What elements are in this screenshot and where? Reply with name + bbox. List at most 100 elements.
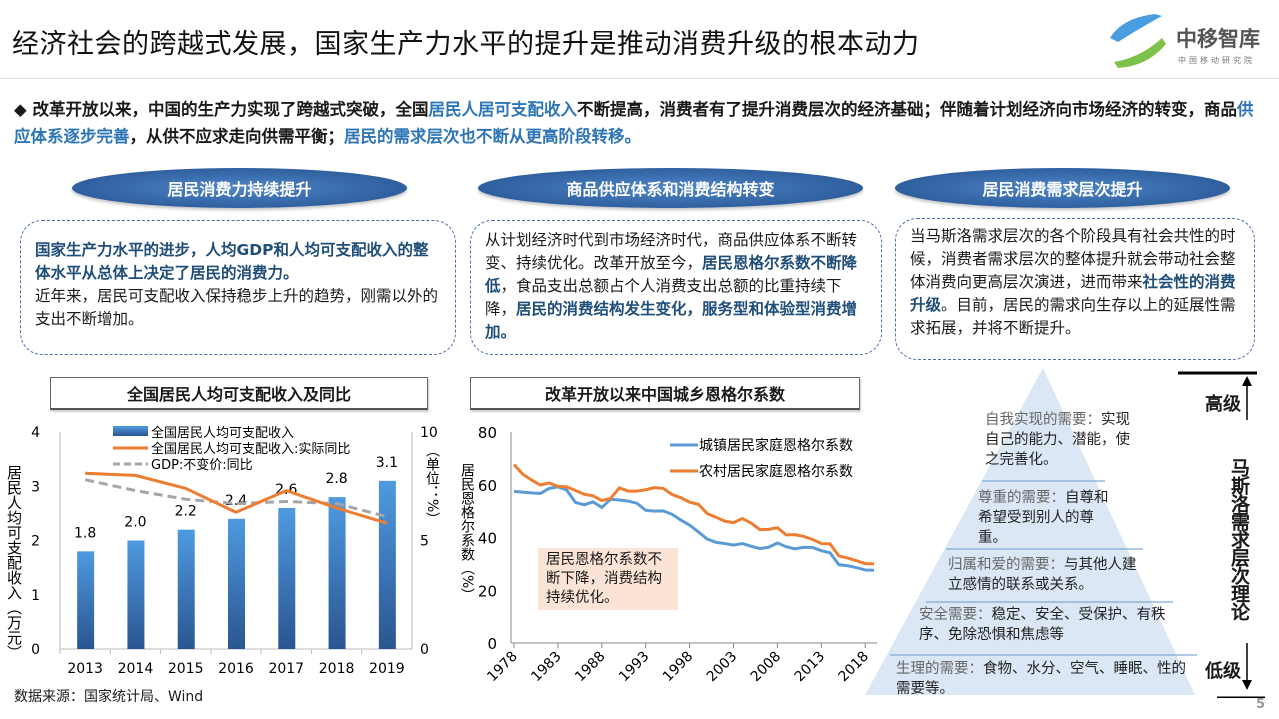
chart-title-engel: 改革开放以来中国城乡恩格尔系数 [470,377,860,410]
series-line [84,478,388,519]
x-tick-label: 2014 [118,661,154,677]
level-name: 归属和爱的需要： [948,557,1064,573]
page-title: 经济社会的跨越式发展，国家生产力水平的提升是推动消费升级的根本动力 [12,29,920,60]
legend-label: 农村居民家庭恩格尔系数 [699,463,853,480]
x-tick-label: 2008 [748,649,785,686]
level-desc: 稳定、安全、受保护、有秩序、免除恐惧和焦虑等 [919,607,1166,643]
y-axis-label: 居民恩格尔系数（%） [459,463,475,602]
section-heading-demand-level: 居民消费需求层次提升 [895,168,1230,208]
legend-label: 全国居民人均可支配收入 [151,425,294,441]
x-tick-label: 1993 [616,649,653,686]
level-name: 生理的需要： [896,661,983,677]
bullet-text: 不断提高，消费者有了提升消费层次的经济基础；伴随着计划经济向市场经济的转变，商品 [576,100,1237,119]
section-heading-consumption-power: 居民消费力持续提升 [72,168,407,208]
x-tick-label: 1988 [572,649,609,686]
data-source: 数据来源：国家统计局、Wind [14,689,204,705]
y2-tick-label: 0 [420,642,429,658]
x-tick-label: 2019 [369,661,405,677]
bar [228,518,245,649]
series-line [512,463,875,566]
x-tick-label: 1998 [660,649,697,686]
pyramid-level-esteem: 尊重的需要：自尊和希望受到别人的尊重。 [978,488,1113,548]
text: ，食品支出总额占个人消费支出总额的比重持续下降， [485,277,842,318]
section-text-supply-structure: 从计划经济时代到市场经济时代，商品供应体系不断转变、持续优化。改革开放至今，居民… [470,220,882,355]
level-desc: 与其他人建立感情的联系或关系。 [948,557,1137,593]
x-tick-label: 2013 [67,661,103,677]
summary-bullet: ◆ 改革开放以来，中国的生产力实现了跨越式突破，全国居民人居可支配收入不断提高，… [14,96,1264,150]
y-tick-label: 80 [478,424,497,442]
title-divider [0,78,1279,79]
bold-text: 居民恩格尔系数不断降低 [485,254,858,295]
y-tick-label: 0 [31,642,40,658]
y2-axis-label: （单位：%） [424,443,440,526]
bullet-text: 改革开放以来，中国的生产力实现了跨越式突破，全国 [32,100,429,119]
diamond-icon: ◆ [14,100,33,119]
y-tick-label: 3 [31,479,40,495]
y-tick-label: 60 [478,477,497,495]
x-tick-label: 2018 [319,661,355,677]
logo: 中移智库 中国移动研究院 [1100,8,1270,72]
engel-annotation: 居民恩格尔系数不断下降，消费结构持续优化。 [538,548,678,610]
series-line [513,485,875,572]
legend-label: 全国居民人均可支配收入:实际同比 [151,441,350,457]
bar [127,540,145,649]
pyramid-level-physiological: 生理的需要：食物、水分、空气、睡眠、性的需要等。 [896,659,1186,699]
x-tick-label: 2013 [792,649,829,686]
bar [378,480,396,649]
bar-data-label: 2.8 [325,471,347,487]
page-number: 5 [1256,697,1266,712]
section-text-consumption-power: 国家生产力水平的进步，人均GDP和人均可支配收入的整体水平从总体上决定了居民的消… [20,220,456,355]
bold-text: 国家生产力水平的进步，人均GDP和人均可支配收入的整体水平从总体上决定了居民的消… [35,241,429,282]
text: 近年来，居民可支配收入保持稳步上升的趋势，刚需以外的支出不断增加。 [35,287,439,328]
section-text-demand-level: 当马斯洛需求层次的各个阶段具有社会共性的时候，消费者需求层次的整体提升就会带动社… [895,218,1255,360]
bar-data-label: 2.2 [175,504,197,520]
bar-data-label: 2.0 [124,515,146,531]
bar-data-label: 3.1 [376,455,398,471]
level-name: 安全需要： [919,607,992,623]
logo-subtitle: 中国移动研究院 [1178,55,1255,65]
y-tick-label: 4 [31,425,40,441]
level-desc: 食物、水分、空气、睡眠、性的需要等。 [896,661,1186,697]
bar [278,507,296,649]
level-desc: 自尊和希望受到别人的尊重。 [978,490,1109,546]
bullet-text: ，从供不应求走向供需平衡； [129,127,345,146]
income-chart: 0 1 2 3 4 0 5 10 居民人均可支配收入（万元） （单位：%） 1.8 2013 2.0 20… [5,425,440,677]
bold-text: 社会性的消费升级 [910,273,1236,314]
y-axis-label: 居民人均可支配收入（万元） [5,465,23,660]
logo-mark-icon: 中移智库 中国移动研究院 [1110,14,1260,68]
series-line [85,471,388,525]
level-desc: 实现自己的能力、潜能，使之完善化。 [985,412,1130,468]
bullet-highlight: 居民人居可支配收入 [428,100,577,119]
level-arrows [1178,371,1265,698]
bar-data-label: 1.8 [74,525,96,541]
x-tick-label: 2016 [218,661,254,677]
chart-title-income: 全国居民人均可支配收入及同比 [50,377,428,410]
pyramid-level-belonging: 归属和爱的需要：与其他人建立感情的联系或关系。 [948,555,1148,595]
pyramid-level-self-actualization: 自我实现的需要：实现自己的能力、潜能，使之完善化。 [985,410,1135,470]
text: 。目前，居民的需求向生存以上的延展性需求拓展，并将不断提升。 [910,296,1236,337]
x-tick-label: 1978 [484,649,521,686]
bullet-highlight: 居民的需求层次也不断从更高阶段转移。 [344,127,641,146]
low-level-label: 低级 [1205,661,1241,682]
bar [77,551,95,649]
x-tick-label: 2003 [704,649,741,686]
pyramid-shape [865,368,1197,695]
bar [177,529,195,649]
y-tick-label: 40 [478,530,497,548]
legend-swatch [113,426,148,436]
y-tick-label: 2 [31,534,40,550]
bullet-highlight: 供应体系逐步完善 [14,100,1254,146]
section-heading-supply-structure: 商品供应体系和消费结构转变 [478,168,863,208]
high-level-label: 高级 [1205,394,1241,415]
level-name: 自我实现的需要： [985,412,1101,428]
pyramid-level-safety: 安全需要：稳定、安全、受保护、有秩序、免除恐惧和焦虑等 [919,605,1181,645]
y-tick-label: 1 [31,588,40,604]
text: 当马斯洛需求层次的各个阶段具有社会共性的时候，消费者需求层次的整体提升就会带动社… [910,227,1236,291]
x-tick-label: 2015 [168,661,204,677]
x-tick-label: 2017 [268,661,304,677]
text: 从计划经济时代到市场经济时代，商品供应体系不断转变、持续优化。改革开放至今， [485,231,858,272]
legend-label: GDP:不变价:同比 [151,457,253,473]
bold-text: 居民的消费结构发生变化，服务型和体验型消费增加。 [485,300,858,341]
maslow-title: 马斯洛需求层次理论 [1228,458,1250,620]
